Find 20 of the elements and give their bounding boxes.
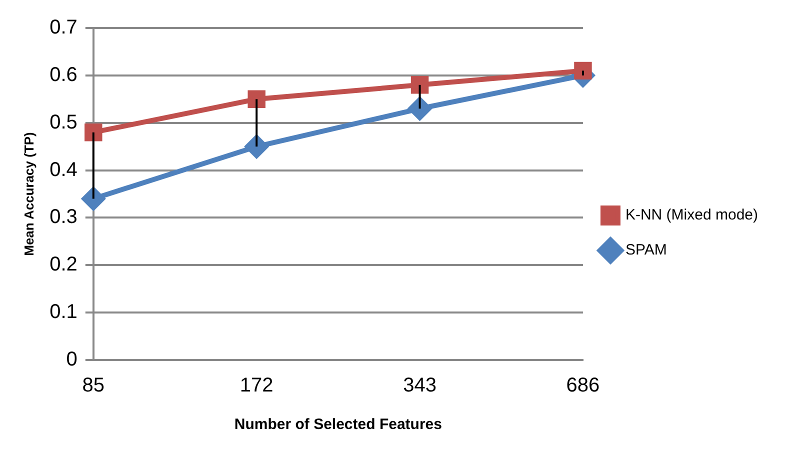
legend-label: SPAM — [625, 242, 667, 259]
x-axis-title: Number of Selected Features — [234, 416, 442, 434]
y-tick-label: 0 — [66, 348, 78, 371]
y-tick-label: 0.7 — [50, 16, 78, 39]
point — [574, 62, 592, 80]
point — [84, 123, 102, 142]
y-tick-label: 0.6 — [50, 64, 78, 86]
x-tick-label: 343 — [403, 374, 436, 397]
y-tick-label: 0.1 — [50, 301, 78, 324]
point — [248, 90, 266, 108]
y-tick-label: 0.2 — [50, 254, 78, 276]
y-tick-label: 0.5 — [50, 111, 78, 134]
x-tick-label: 85 — [82, 374, 105, 397]
y-tick-label: 0.4 — [50, 158, 78, 181]
y-tick-label: 0.3 — [50, 206, 78, 228]
point — [410, 76, 429, 94]
legend-label: K-NN (Mixed mode) — [625, 206, 758, 224]
x-tick-label: 172 — [240, 374, 274, 397]
y-axis-title: Mean Accuracy (TP) — [21, 132, 36, 256]
x-tick-label: 686 — [566, 374, 600, 397]
